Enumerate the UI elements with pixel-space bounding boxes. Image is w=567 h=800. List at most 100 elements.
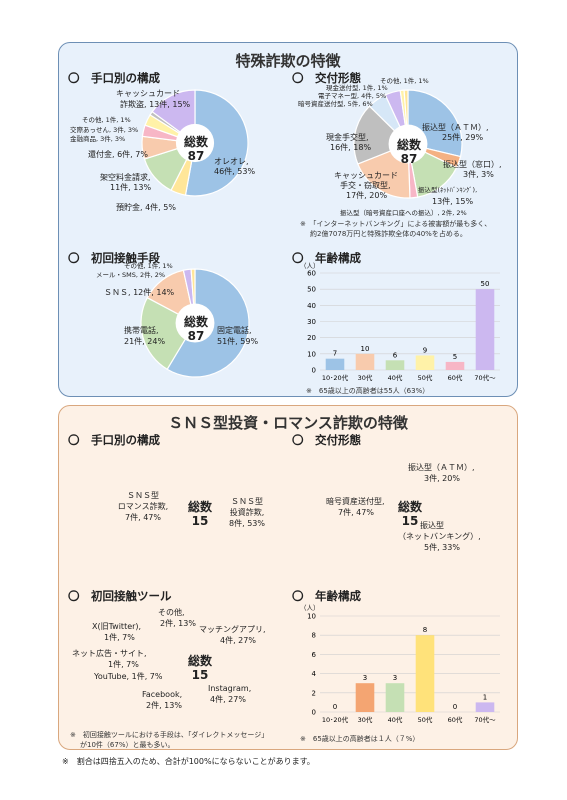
slice-label: 振込型（窓口）, — [443, 160, 502, 169]
bar-value-label: 3 — [393, 674, 397, 682]
bar-value-label: 9 — [423, 346, 427, 354]
slice-label: ＳＮＳ型 — [127, 491, 159, 500]
slice-label: キャッシュカード — [334, 171, 398, 180]
y-tick-label: 0 — [312, 709, 316, 717]
pie-center-label: 総数 — [397, 500, 422, 514]
slice-label: 13件, 15% — [432, 197, 474, 206]
pie-center-value: 87 — [400, 152, 418, 166]
bar-value-label: 50 — [481, 280, 490, 288]
slice-label: ネット広告・サイト, — [72, 649, 147, 658]
slice-label: 現金送付型, 1件, 1% — [326, 84, 388, 92]
bar-value-label: 7 — [333, 350, 337, 358]
sns-title: ＳＮＳ型投資・ロマンス詐欺の特徴 — [168, 414, 408, 432]
slice-label: その他, 1件, 1% — [380, 77, 429, 85]
slice-label: 固定電話, — [217, 326, 252, 335]
bar — [355, 683, 375, 712]
slice-label: 2件, 13% — [146, 701, 182, 710]
bar-value-label: 1 — [483, 693, 487, 701]
sns-delivery-heading: 〇 交付形態 — [292, 433, 361, 447]
x-tick-label: 40代 — [388, 373, 403, 382]
pie-center-label: 総数 — [396, 138, 421, 152]
slice-label: 16件, 18% — [330, 143, 372, 152]
age-unit: （人） — [300, 262, 320, 270]
y-tick-label: 10 — [307, 613, 316, 621]
slice-label: 投資詐欺, — [229, 508, 265, 517]
slice-label: 架空料金請求, — [100, 173, 151, 182]
delivery-note: ※ 「インターネットバンキング」による被害額が最も多く、 — [300, 220, 492, 228]
slice-label: 振込型（暗号資産口座への振込）, 2件, 2% — [340, 209, 467, 217]
slice-label: 暗号資産送付型, 5件, 6% — [298, 100, 373, 108]
bar — [385, 683, 405, 712]
pie-hole — [175, 303, 215, 343]
x-tick-label: 70代～ — [474, 373, 496, 382]
pie-center-value: 15 — [401, 514, 419, 528]
slice-label: YouTube, 1件, 7% — [94, 672, 163, 681]
y-tick-label: 10 — [307, 350, 316, 358]
bar — [415, 355, 435, 370]
slice-label: 7件, 47% — [338, 508, 374, 517]
pie-center-value: 15 — [191, 668, 209, 682]
sns-contact-heading: 〇 初回接触ツール — [68, 589, 172, 603]
x-tick-label: 30代 — [358, 373, 373, 382]
slice-label: その他, 1件, 1% — [124, 262, 173, 270]
pie-slice — [140, 296, 196, 371]
slice-label: 8件, 53% — [229, 519, 265, 528]
slice-label: オレオレ, — [214, 157, 249, 166]
pie-center-label: 総数 — [183, 315, 208, 329]
pie-center-value: 87 — [187, 149, 205, 163]
x-tick-label: 10･20代 — [322, 715, 349, 724]
slice-label: ＳＮＳ, 12件, 14% — [104, 288, 175, 297]
bar-value-label: 6 — [393, 351, 398, 359]
contact-note: ※ 初回接触ツールにおける手段は、「ダイレクトメッセージ」 — [70, 731, 269, 739]
y-tick-label: 40 — [307, 302, 316, 310]
bar — [445, 361, 465, 370]
slice-label: 21件, 24% — [124, 337, 166, 346]
bar-value-label: 0 — [333, 703, 337, 711]
x-tick-label: 50代 — [418, 373, 433, 382]
slice-label: 7件, 47% — [125, 513, 161, 522]
slice-label: X(旧Twitter), — [92, 622, 142, 631]
slice-label: Facebook, — [142, 690, 183, 699]
bar-value-label: 10 — [361, 345, 370, 353]
pie-slice — [353, 105, 410, 165]
fraud-method-heading: 〇 手口別の構成 — [68, 71, 160, 85]
slice-label: 4件, 27% — [210, 695, 246, 704]
pie-center-value: 15 — [191, 514, 209, 528]
slice-label: 1件, 7% — [104, 633, 135, 642]
x-tick-label: 30代 — [358, 715, 373, 724]
pie-center-label: 総数 — [183, 135, 208, 149]
slice-label: 電子マネー型, 4件, 5% — [318, 92, 387, 100]
slice-label: その他, — [158, 608, 185, 617]
fraud-contact-heading: 〇 初回接触手段 — [68, 251, 160, 265]
slice-label: 振込型 — [420, 521, 444, 530]
slice-label: 25件, 29% — [442, 133, 484, 142]
slice-label: 現金手交型, — [326, 133, 369, 142]
slice-label: マッチングアプリ, — [199, 625, 266, 634]
slice-label: キャッシュカード — [116, 89, 180, 98]
age-note: ※ 65歳以上の高齢者は１人（７%） — [300, 735, 420, 743]
footer-note: ※ 割合は四捨五入のため、合計が100%にならないことがあります。 — [62, 757, 315, 766]
x-tick-label: 70代～ — [474, 715, 496, 724]
fraud-title: 特殊詐欺の特徴 — [235, 52, 341, 70]
pie-center-value: 87 — [187, 329, 205, 343]
bar-value-label: 3 — [363, 674, 367, 682]
contact-note: が10件（67%）と最も多い。 — [80, 741, 175, 749]
slice-label: （ネットバンキング）, — [398, 532, 481, 541]
slice-label: 51件, 59% — [217, 337, 259, 346]
y-tick-label: 30 — [307, 318, 316, 326]
bar — [415, 635, 435, 712]
x-tick-label: 10･20代 — [322, 373, 349, 382]
pie-center-label: 総数 — [187, 500, 212, 514]
slice-label: 詐欺盗, 13件, 15% — [120, 100, 191, 109]
bar — [325, 358, 345, 370]
x-tick-label: 50代 — [418, 715, 433, 724]
slice-label: 預貯金, 4件, 5% — [116, 203, 176, 212]
slice-label: 還付金, 6件, 7% — [88, 150, 148, 159]
pie-hole — [388, 124, 428, 164]
slice-label: 3件, 20% — [424, 474, 460, 483]
bar — [385, 360, 405, 370]
y-tick-label: 50 — [307, 286, 316, 294]
slice-label: 振込型(ﾈｯﾄﾊﾞﾝｷﾝｸﾞ), — [418, 186, 478, 194]
x-tick-label: 60代 — [448, 715, 463, 724]
slice-label: 5件, 33% — [424, 543, 460, 552]
